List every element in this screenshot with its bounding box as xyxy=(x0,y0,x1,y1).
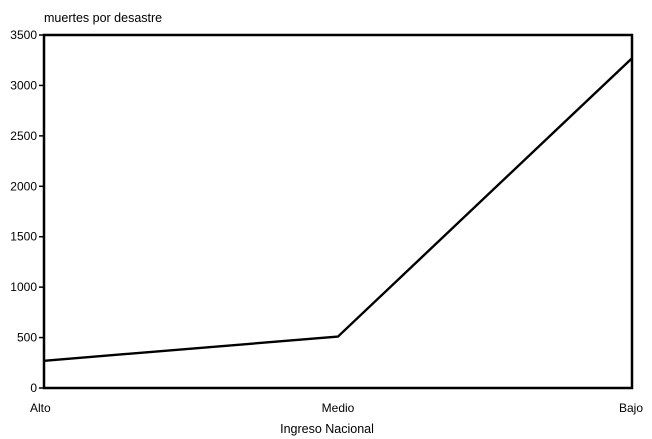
y-tick-label: 3500 xyxy=(10,28,37,42)
y-tick-label: 0 xyxy=(30,381,37,395)
y-tick-label: 2500 xyxy=(10,129,37,143)
series-group xyxy=(43,57,633,362)
x-axis-title: Ingreso Nacional xyxy=(280,422,374,436)
x-tick-label: Bajo xyxy=(619,401,643,415)
y-tick-label: 500 xyxy=(17,331,37,345)
x-tick-label: Medio xyxy=(322,401,355,415)
y-tick-label: 1500 xyxy=(10,230,37,244)
y-axis-title: muertes por desastre xyxy=(44,11,162,25)
plot-frame xyxy=(42,33,634,390)
x-tick-label: Alto xyxy=(30,401,51,415)
series-line xyxy=(43,57,633,362)
y-tick-label: 1000 xyxy=(10,280,37,294)
y-axis-ticks: 0 500 1000 1500 2000 2500 3000 3500 xyxy=(10,28,44,395)
y-tick-label: 3000 xyxy=(10,78,37,92)
y-tick-label: 2000 xyxy=(10,179,37,193)
x-axis-ticks: Alto Medio Bajo xyxy=(30,401,643,415)
